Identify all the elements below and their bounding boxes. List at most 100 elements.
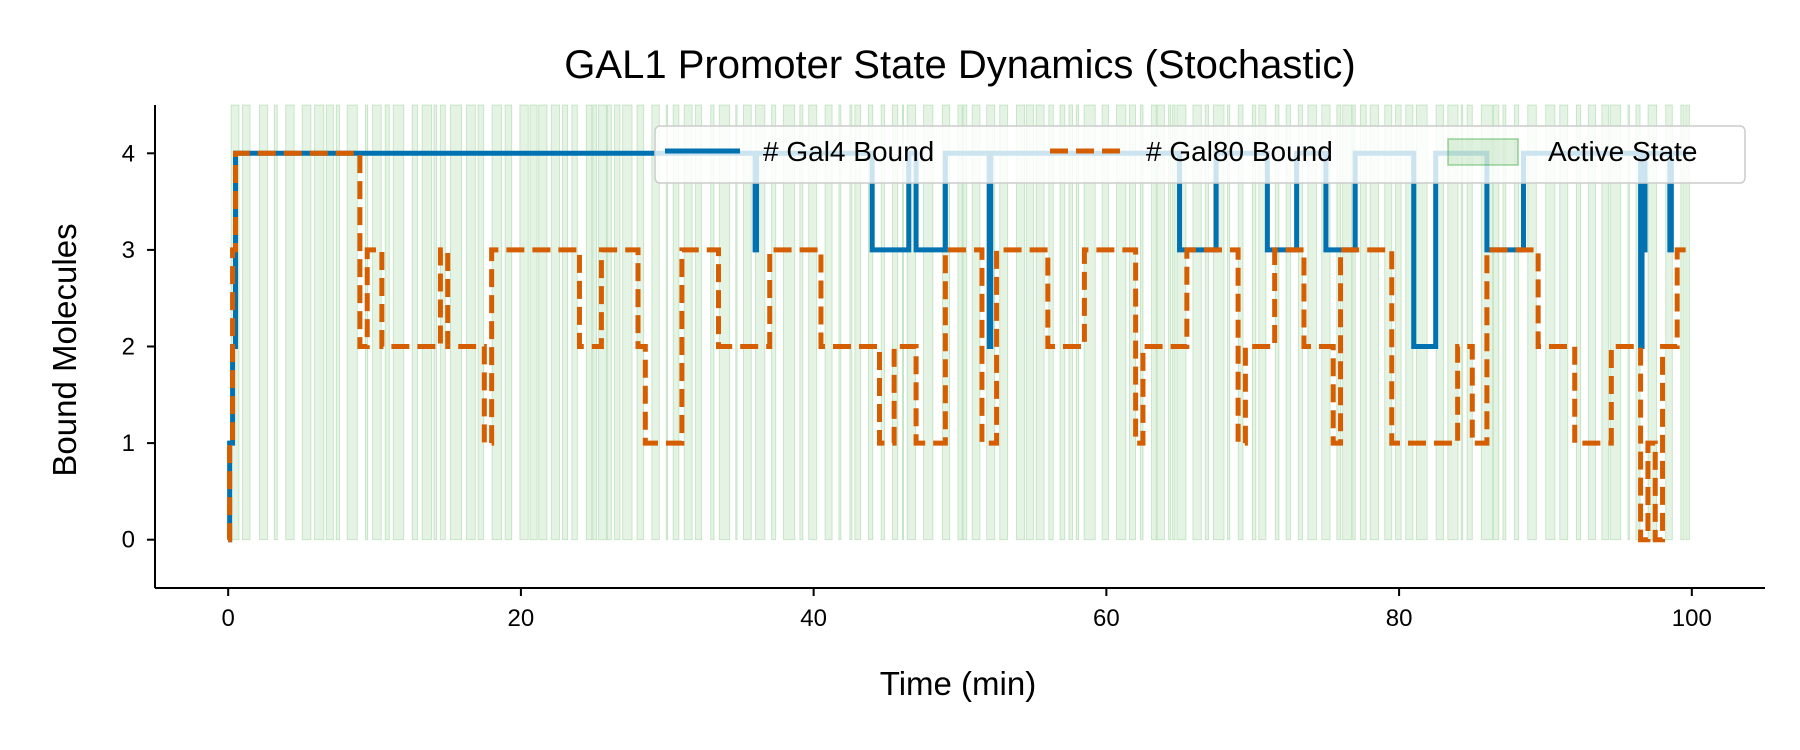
active-state-span [1075, 104, 1079, 541]
active-state-span [1156, 104, 1165, 541]
y-tick-label: 4 [122, 140, 135, 167]
active-state-span [783, 104, 796, 541]
active-state-span [592, 104, 597, 541]
active-state-span [838, 104, 842, 541]
active-state-span [799, 104, 804, 541]
active-state-span [550, 104, 560, 541]
active-state-span [1627, 104, 1630, 541]
active-state-span [1101, 104, 1109, 541]
x-tick-label: 20 [508, 605, 535, 632]
active-state-span [1274, 104, 1280, 541]
active-state-span [880, 104, 886, 541]
active-state-span [1035, 104, 1045, 541]
active-state-span [622, 104, 633, 541]
active-state-span [808, 104, 818, 541]
x-tick-label: 0 [222, 605, 235, 632]
active-state-span [1609, 104, 1622, 541]
active-state-span [504, 104, 513, 541]
active-state-span [901, 104, 904, 541]
active-state-span [1685, 104, 1690, 541]
y-tick-label: 0 [122, 527, 135, 554]
active-state-span [1460, 104, 1464, 541]
active-state-span [1416, 104, 1428, 541]
active-state-span [651, 104, 660, 541]
active-state-span [892, 104, 899, 541]
active-state-span [1559, 104, 1569, 541]
y-tick-label: 2 [122, 334, 135, 361]
active-state-span [285, 104, 295, 541]
active-state-span [999, 104, 1009, 541]
active-state-span [1227, 104, 1231, 541]
active-state-span [962, 104, 968, 541]
active-state-span [1369, 104, 1379, 541]
active-state-span [346, 104, 358, 541]
y-tick-label: 3 [122, 237, 135, 264]
x-ticks: 0 20 40 60 80 100 [222, 588, 1712, 632]
active-state-span [1321, 104, 1331, 541]
x-tick-label: 100 [1672, 605, 1712, 632]
active-state-span [665, 104, 668, 541]
active-state-span [906, 104, 916, 541]
active-state-span [957, 104, 963, 541]
active-state-span [411, 104, 419, 541]
active-state-span [1251, 104, 1257, 541]
active-state-span [1172, 104, 1176, 541]
active-state-span [242, 104, 251, 541]
y-axis-title: Bound Molecules [46, 223, 83, 476]
active-state-span [1466, 104, 1473, 541]
active-state-span [1059, 104, 1066, 541]
active-state-span [824, 104, 833, 541]
active-state-span [450, 104, 462, 541]
active-state-span [1192, 104, 1202, 541]
active-state-span [519, 104, 529, 541]
active-state-span [439, 104, 446, 541]
active-state-span [1116, 104, 1127, 541]
active-state-span [1307, 104, 1317, 541]
active-state-span [1140, 104, 1144, 541]
x-axis-title: Time (min) [880, 665, 1036, 702]
active-state-span [614, 104, 621, 541]
active-state-span [1545, 104, 1556, 541]
legend-box [654, 125, 1746, 184]
active-state-span [672, 104, 680, 541]
active-state-span [868, 104, 874, 541]
active-state-span [854, 104, 862, 541]
active-state-span [392, 104, 405, 541]
active-state-span [301, 104, 312, 541]
active-state-span [529, 104, 538, 541]
legend: # Gal4 Bound # Gal80 Bound Active State [654, 125, 1746, 184]
active-state-span [1359, 104, 1367, 541]
active-state-span [325, 104, 334, 541]
active-state-span [695, 104, 702, 541]
series-line-gal80 [227, 150, 1692, 543]
chart-title: GAL1 Promoter State Dynamics (Stochastic… [564, 43, 1355, 87]
active-state-span [571, 104, 578, 541]
active-state-span [421, 104, 433, 541]
legend-label-active-state: Active State [1548, 136, 1697, 167]
active-state-span [735, 104, 738, 541]
active-state-span [562, 104, 568, 541]
active-state-span [849, 104, 853, 541]
active-state-span [1258, 104, 1267, 541]
active-state-span [1068, 104, 1073, 541]
active-state-span [1151, 104, 1157, 541]
y-ticks: 0 1 2 3 4 [122, 140, 155, 554]
active-state-span [1213, 104, 1225, 541]
active-state-span [1514, 104, 1520, 541]
active-state-span [743, 104, 752, 541]
active-state-span [372, 104, 382, 541]
active-state-span [1026, 104, 1034, 541]
active-state-span [755, 104, 766, 541]
active-state-span [314, 104, 325, 541]
active-state-spans [230, 104, 1690, 541]
active-state-span [606, 104, 612, 541]
y-tick-label: 1 [122, 430, 135, 457]
active-state-span [273, 104, 278, 541]
active-state-span [1204, 104, 1209, 541]
active-state-span [585, 104, 593, 541]
active-state-span [384, 104, 390, 541]
active-state-span [1575, 104, 1582, 541]
active-state-span [1665, 104, 1673, 541]
active-state-span [1493, 104, 1500, 541]
